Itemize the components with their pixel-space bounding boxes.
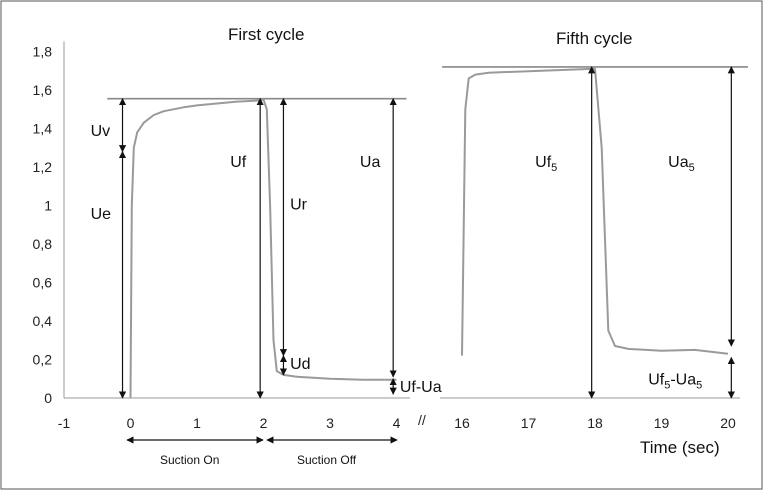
series-group	[129, 67, 729, 399]
y-tick-label: 0,6	[33, 275, 53, 291]
annotation-uf: Uf	[230, 97, 264, 399]
y-tick-label: 0,4	[33, 313, 53, 329]
annotation-ur: Ur	[279, 97, 308, 357]
annotation-ua: Ua	[360, 97, 397, 378]
y-tick-label: 1,6	[33, 82, 53, 98]
x-axis-title: Time (sec)	[640, 438, 720, 457]
y-tick-label: 1,8	[33, 44, 53, 60]
x-tick-label: 0	[127, 415, 135, 431]
x-tick-label: 2	[260, 415, 268, 431]
phase-label-suction-on: Suction On	[160, 453, 219, 467]
annotation-label: Uf5-Ua5	[648, 372, 702, 392]
annotation-uf-ua: Uf-Ua	[389, 378, 442, 396]
x-tick-label: 20	[720, 415, 736, 431]
annotations: Uv Ue Uf Ur Ud Ua Uf-Ua Uf5 Ua5 Uf5-Ua5	[91, 66, 735, 399]
annotation-label: Ur	[290, 196, 308, 213]
annotation-label: Ua	[360, 154, 381, 171]
y-axis: 0 0,2 0,4 0,6 0,8 1 1,2 1,4 1,6 1,8	[33, 41, 65, 406]
y-tick-label: 1	[44, 198, 52, 214]
annotation-uf: Uf5-Ua5	[648, 356, 735, 399]
annotation-label: Uv	[91, 123, 111, 140]
title-fifth-cycle: Fifth cycle	[556, 29, 633, 48]
x-tick-label: 4	[393, 415, 401, 431]
y-tick-label: 0,8	[33, 236, 53, 252]
annotation-label: Uf	[230, 154, 247, 171]
annotation-ud: Ud	[279, 354, 311, 376]
annotation-label: Ud	[290, 356, 310, 373]
annotation-label: Ua5	[668, 154, 695, 174]
annotation-ua: Ua5	[668, 66, 735, 347]
y-tick-label: 1,4	[33, 121, 53, 137]
y-tick-label: 1,2	[33, 159, 53, 175]
series-line-fifth_cycle	[461, 67, 729, 356]
annotation-label: Uf-Ua	[400, 379, 442, 396]
annotation-label: Ue	[91, 206, 112, 223]
y-tick-label: 0	[44, 390, 52, 406]
phase-label-suction-off: Suction Off	[297, 453, 357, 467]
axis-break-mark: //	[418, 412, 426, 428]
title-first-cycle: First cycle	[228, 25, 305, 44]
x-tick-label: -1	[58, 415, 71, 431]
x-tick-label: 16	[454, 415, 470, 431]
annotation-ue: Ue	[91, 150, 127, 399]
annotation-uf: Uf5	[535, 66, 596, 399]
x-tick-label: 17	[521, 415, 537, 431]
x-tick-label: 18	[587, 415, 603, 431]
x-tick-label: 1	[193, 415, 201, 431]
annotation-uv: Uv	[91, 97, 127, 153]
annotation-label: Uf5	[535, 154, 557, 174]
x-tick-label: 3	[326, 415, 334, 431]
x-tick-label: 19	[654, 415, 670, 431]
series-line-first_cycle	[129, 98, 397, 399]
y-tick-label: 0,2	[33, 352, 53, 368]
